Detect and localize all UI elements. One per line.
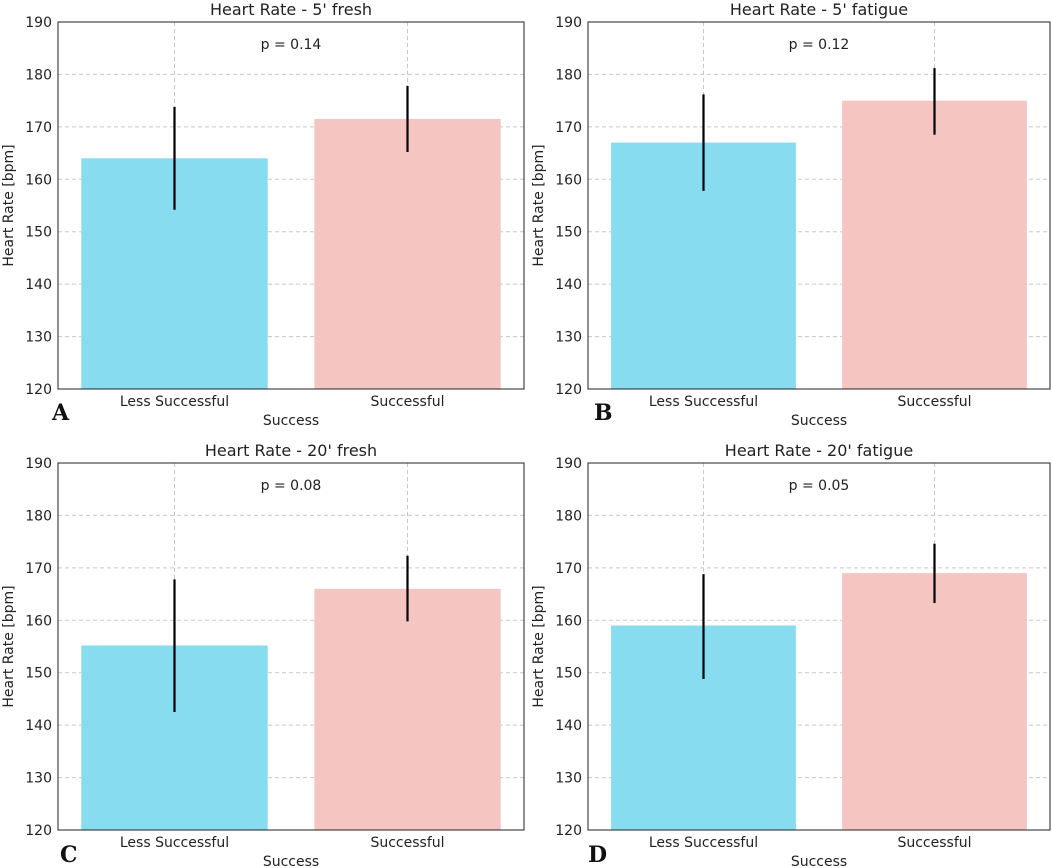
x-axis-label: Success (263, 854, 319, 868)
y-tick-label: 180 (25, 67, 52, 83)
x-tick-label: Successful (370, 394, 444, 410)
y-tick-label: 190 (555, 456, 582, 472)
x-axis-label: Success (791, 854, 847, 868)
y-tick-label: 130 (555, 330, 582, 346)
y-tick-label: 120 (25, 823, 52, 839)
x-tick-label: Less Successful (649, 835, 758, 851)
y-tick-label: 160 (555, 613, 582, 629)
y-tick-label: 180 (555, 67, 582, 83)
p-value-annotation: p = 0.05 (789, 478, 850, 494)
panel-letter: B (594, 400, 613, 426)
y-axis-label: Heart Rate [bpm] (1, 144, 17, 266)
x-tick-label: Less Successful (120, 835, 229, 851)
chart-title: Heart Rate - 20' fresh (205, 441, 377, 460)
chart-title: Heart Rate - 20' fatigue (725, 441, 913, 460)
y-tick-label: 150 (555, 225, 582, 241)
plot-frame (587, 21, 1051, 390)
chart-panel-c: 120 130 140 150 160 170 180 190 Less Successful S… (1, 441, 525, 868)
p-value-annotation: p = 0.14 (261, 37, 322, 53)
chart-panel-b: 120 130 140 150 160 170 180 190 Less Successful S… (531, 0, 1051, 429)
plot-frame (587, 462, 1051, 831)
x-axis-label: Success (263, 413, 319, 429)
bar-successful (842, 100, 1027, 390)
chart-panel-a: 120 130 140 150 160 170 180 190 Less Successful S… (1, 0, 525, 429)
y-tick-label: 160 (25, 172, 52, 188)
chart-title: Heart Rate - 5' fresh (210, 0, 372, 19)
plot-frame (57, 462, 525, 831)
y-tick-label: 190 (25, 456, 52, 472)
y-tick-label: 150 (25, 225, 52, 241)
panel-letter: C (60, 842, 78, 868)
x-axis-label: Success (791, 413, 847, 429)
y-tick-label: 140 (25, 718, 52, 734)
x-tick-label: Successful (370, 835, 444, 851)
y-axis-label: Heart Rate [bpm] (531, 144, 547, 266)
y-tick-label: 160 (555, 172, 582, 188)
y-tick-label: 170 (25, 561, 52, 577)
bar-successful (314, 588, 501, 830)
y-tick-label: 130 (25, 771, 52, 787)
y-tick-label: 180 (555, 508, 582, 524)
x-tick-label: Successful (897, 394, 971, 410)
y-tick-label: 120 (25, 382, 52, 398)
y-tick-label: 140 (25, 277, 52, 293)
y-tick-label: 140 (555, 277, 582, 293)
y-tick-label: 150 (555, 666, 582, 682)
y-axis-label: Heart Rate [bpm] (1, 585, 17, 707)
y-tick-label: 180 (25, 508, 52, 524)
x-tick-label: Less Successful (649, 394, 758, 410)
chart-title: Heart Rate - 5' fatigue (730, 0, 908, 19)
y-tick-label: 170 (25, 120, 52, 136)
plot-frame (57, 21, 525, 390)
bar-successful (314, 118, 501, 389)
x-tick-label: Less Successful (120, 394, 229, 410)
y-tick-label: 190 (25, 15, 52, 31)
y-tick-label: 160 (25, 613, 52, 629)
p-value-annotation: p = 0.08 (261, 478, 322, 494)
panel-letter: A (51, 400, 70, 426)
y-tick-label: 120 (555, 823, 582, 839)
y-tick-label: 190 (555, 15, 582, 31)
bar-successful (842, 573, 1027, 830)
y-tick-label: 140 (555, 718, 582, 734)
y-tick-label: 170 (555, 561, 582, 577)
y-tick-label: 130 (555, 771, 582, 787)
panel-letter: D (588, 842, 607, 868)
chart-panel-d: 120 130 140 150 160 170 180 190 Less Successful S… (531, 441, 1051, 868)
y-tick-label: 150 (25, 666, 52, 682)
y-axis-label: Heart Rate [bpm] (531, 585, 547, 707)
x-tick-label: Successful (897, 835, 971, 851)
y-tick-label: 130 (25, 330, 52, 346)
y-tick-label: 120 (555, 382, 582, 398)
y-tick-label: 170 (555, 120, 582, 136)
p-value-annotation: p = 0.12 (789, 37, 850, 53)
